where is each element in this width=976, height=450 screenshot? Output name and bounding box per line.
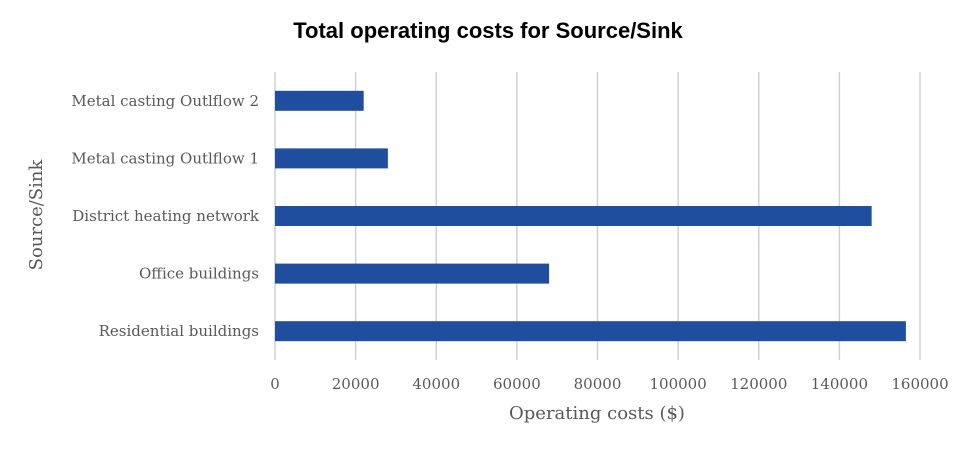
- category-labels: Metal casting Outlflow 2 Metal casting Ou…: [71, 92, 260, 340]
- y-axis-label: Source/Sink: [26, 159, 47, 271]
- category-label: Metal casting Outlflow 2: [71, 92, 259, 110]
- x-tick-label: 20000: [332, 375, 380, 393]
- bar: [275, 206, 872, 226]
- chart-title: Total operating costs for Source/Sink: [293, 18, 683, 43]
- x-axis-label: Operating costs ($): [509, 403, 685, 424]
- x-tick-label: 140000: [811, 375, 868, 393]
- bar: [275, 148, 388, 169]
- category-label: Office buildings: [139, 265, 259, 283]
- bar: [275, 90, 364, 111]
- x-tick-label: 80000: [574, 375, 622, 393]
- category-label: Metal casting Outlflow 1: [71, 149, 259, 167]
- x-tick-labels: 0 20000 40000 60000 80000 100000 120000 140000 1…: [270, 375, 948, 393]
- bar: [275, 321, 906, 342]
- category-label: District heating network: [72, 207, 260, 225]
- x-tick-label: 100000: [649, 375, 706, 393]
- x-tick-label: 120000: [730, 375, 787, 393]
- x-tick-label: 0: [270, 375, 280, 393]
- bars: [275, 90, 906, 342]
- x-tick-label: 60000: [493, 375, 541, 393]
- bar: [275, 263, 550, 284]
- category-label: Residential buildings: [99, 322, 259, 340]
- x-tick-label: 40000: [412, 375, 460, 393]
- x-tick-label: 160000: [891, 375, 948, 393]
